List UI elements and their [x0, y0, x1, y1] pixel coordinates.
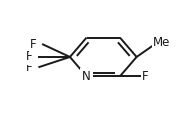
Text: F: F [30, 37, 37, 51]
Text: F: F [26, 61, 33, 74]
Text: F: F [26, 50, 33, 63]
Text: Me: Me [153, 36, 171, 49]
Text: F: F [142, 70, 149, 83]
Text: N: N [82, 70, 91, 83]
